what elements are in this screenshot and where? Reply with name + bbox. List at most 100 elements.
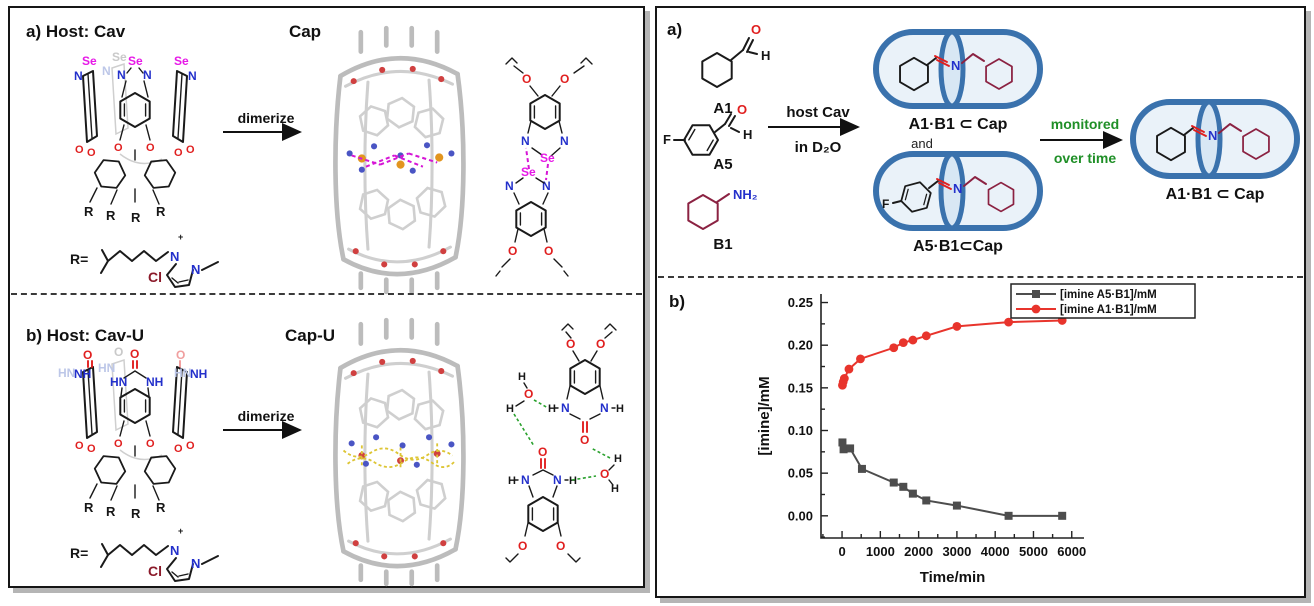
imine-n-atom: N bbox=[951, 58, 960, 73]
cap-u-label: Cap-U bbox=[284, 326, 336, 345]
y-tick-label: 0.10 bbox=[788, 423, 813, 438]
a5-label: A5 bbox=[713, 156, 733, 173]
chloride-ion: Cl bbox=[148, 269, 162, 285]
o-atom: O bbox=[556, 539, 565, 553]
data-point-circle bbox=[844, 364, 854, 374]
y-axis-title: [imine]/mM bbox=[756, 376, 773, 455]
section-a-title: a) Host: Cav bbox=[26, 22, 126, 41]
data-point-square bbox=[839, 445, 848, 454]
n-atom: N bbox=[188, 69, 197, 83]
water-h: H bbox=[614, 453, 622, 465]
h-atom: H bbox=[569, 475, 577, 487]
cav-structure: Se N Se N N N Se Se N bbox=[74, 50, 197, 222]
capsule-a1b1-structure: N bbox=[872, 28, 1044, 112]
n-atom: N bbox=[191, 556, 200, 571]
o-atom: O bbox=[538, 445, 547, 459]
chart-axes bbox=[820, 294, 1084, 539]
nh-atom: NH bbox=[146, 375, 163, 389]
left-panel-divider bbox=[11, 293, 642, 295]
reaction-arrow bbox=[768, 118, 860, 136]
nh-atom: NH bbox=[74, 367, 91, 381]
r-equals: R= bbox=[70, 545, 88, 561]
chloride-ion: Cl bbox=[148, 563, 162, 579]
data-point-square bbox=[899, 482, 908, 491]
h-atom: H bbox=[508, 475, 516, 487]
data-point-circle bbox=[1031, 304, 1041, 314]
data-point-square bbox=[857, 464, 866, 473]
x-tick-label: 1000 bbox=[866, 544, 895, 559]
n-atom: N bbox=[553, 473, 562, 487]
imine-n-atom: N bbox=[953, 181, 962, 196]
right-panel-divider bbox=[658, 276, 1303, 278]
over-time-label: over time bbox=[1053, 150, 1117, 166]
h-atom: H bbox=[616, 403, 624, 415]
f-atom: F bbox=[663, 132, 671, 147]
se-atom: Se bbox=[82, 54, 97, 68]
data-point-square bbox=[922, 496, 931, 505]
imine-n-atom: N bbox=[1208, 128, 1217, 143]
data-point-square bbox=[889, 478, 898, 487]
data-point-circle bbox=[921, 331, 931, 341]
reaction-condition-top: host Cav bbox=[786, 104, 850, 121]
aldehyde-a5-structure: F O H bbox=[663, 102, 752, 164]
o-atom: O bbox=[508, 244, 517, 258]
y-tick-label: 0.25 bbox=[788, 295, 813, 310]
x-tick-label: 2000 bbox=[904, 544, 933, 559]
left-panel: a) Host: Cav Cap Se N Se N N N Se Se N d… bbox=[8, 6, 645, 588]
x-tick-label: 5000 bbox=[1019, 544, 1048, 559]
o-atom: O bbox=[596, 337, 605, 351]
o-atom: O bbox=[544, 244, 553, 258]
section-b-title: b) Host: Cav-U bbox=[26, 326, 145, 345]
o-atom: O bbox=[580, 433, 589, 447]
series-line bbox=[841, 442, 1063, 517]
a1-label: A1 bbox=[713, 100, 733, 117]
data-point-circle bbox=[1004, 317, 1013, 327]
water-h: H bbox=[611, 483, 619, 495]
cap-3d-structure bbox=[315, 22, 483, 294]
se-atom-ghost: Se bbox=[112, 50, 127, 64]
se-atom: Se bbox=[128, 54, 143, 68]
n-atom-ghost: N bbox=[102, 64, 111, 78]
capsule-final-a1b1-structure: N bbox=[1129, 98, 1301, 182]
y-tick-label: 0.15 bbox=[788, 380, 813, 395]
reaction-condition-bottom: in D₂O bbox=[794, 139, 842, 156]
o-atom: O bbox=[560, 72, 569, 86]
data-point-square bbox=[1004, 511, 1013, 520]
hn-ghost: HN bbox=[174, 366, 191, 380]
data-point-circle bbox=[898, 338, 908, 348]
plus-charge: + bbox=[178, 232, 183, 242]
dimerize-arrow-a bbox=[223, 123, 302, 141]
h-atom: H bbox=[743, 127, 752, 142]
data-point-square bbox=[952, 501, 961, 510]
data-point-circle bbox=[908, 335, 918, 345]
data-point-square bbox=[838, 438, 847, 447]
y-tick-label: 0.20 bbox=[788, 338, 813, 353]
f-atom: F bbox=[882, 197, 889, 211]
n-atom: N bbox=[521, 473, 530, 487]
data-point-square bbox=[1058, 511, 1067, 520]
dimerize-block-b: dimerize bbox=[220, 408, 312, 443]
capsule3-label: A1·B1 ⊂ Cap bbox=[1165, 186, 1265, 203]
r-group-structure-b: R= + N N Cl bbox=[70, 526, 219, 582]
o-atom: O bbox=[566, 337, 575, 351]
x-axis-title: Time/min bbox=[920, 569, 986, 586]
data-point-square bbox=[1032, 290, 1040, 298]
x-tick-label: 3000 bbox=[942, 544, 971, 559]
cap-label: Cap bbox=[288, 22, 322, 41]
legend-entry-label: [imine A1·B1]/mM bbox=[1060, 304, 1157, 316]
o-atom: O bbox=[737, 102, 747, 117]
kinetics-chart: 0 1000 2000 3000 4000 5000 6000 0.00 0.05 0.10 0.1… bbox=[756, 283, 1196, 586]
capsule2-label: A5·B1⊂Cap bbox=[913, 238, 1003, 255]
r-equals: R= bbox=[70, 251, 88, 267]
amine-b1-structure: NH₂ bbox=[687, 187, 758, 230]
n-atom: N bbox=[521, 134, 530, 148]
legend-box bbox=[1010, 283, 1196, 319]
hn-atom: HN bbox=[110, 375, 127, 389]
r-group-structure-a: R= + N N Cl bbox=[70, 232, 219, 288]
x-tick-label: 4000 bbox=[981, 544, 1010, 559]
o-atom: O bbox=[83, 348, 92, 362]
data-point-circle bbox=[889, 343, 899, 353]
o-atom: O bbox=[130, 347, 139, 361]
reaction-arrow-block: host Cav in D₂O bbox=[765, 104, 871, 156]
